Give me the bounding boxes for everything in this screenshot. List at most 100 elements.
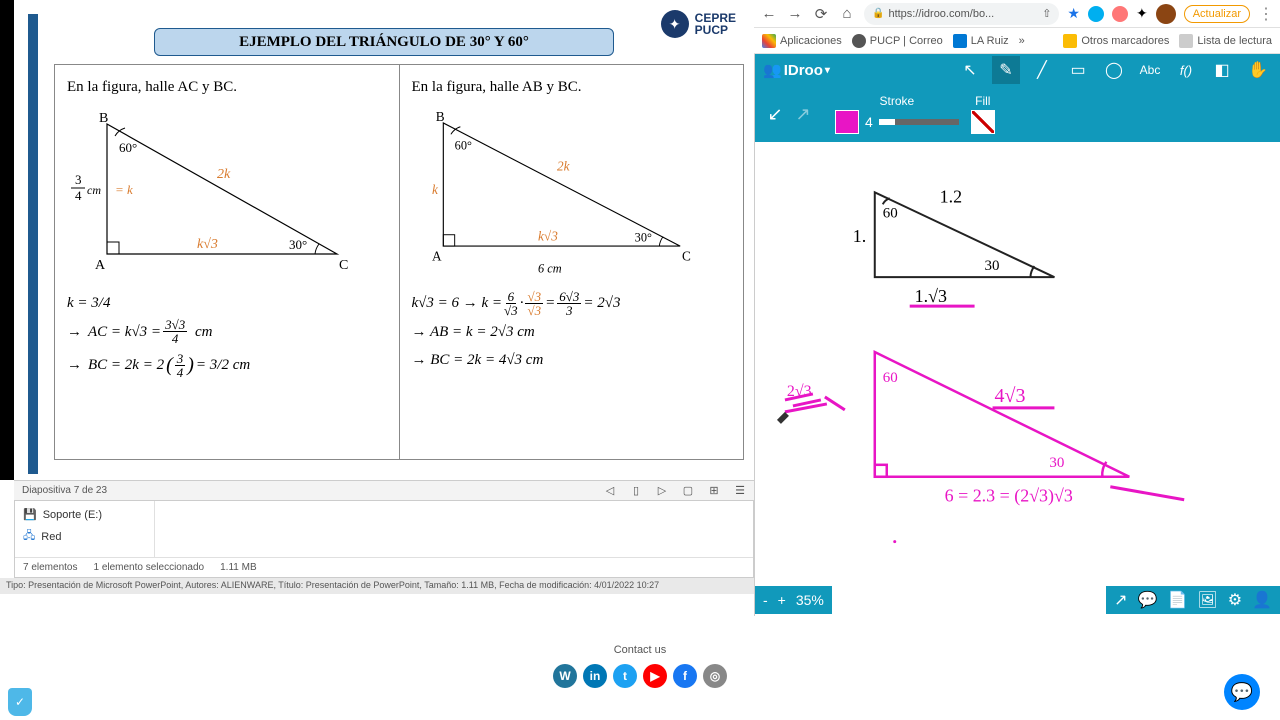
chat-icon[interactable]: 💬 xyxy=(1138,590,1158,610)
skype-ext-icon[interactable] xyxy=(1088,6,1104,22)
svg-text:60: 60 xyxy=(883,205,898,221)
line-tool[interactable]: ╱ xyxy=(1028,56,1056,84)
pan-tool[interactable]: ✋ xyxy=(1244,56,1272,84)
selected-size: 1.11 MB xyxy=(220,562,257,573)
element-count: 7 elementos xyxy=(23,562,77,573)
triangle-left: B A C 60° 30° 3 4 cm = k 2k k√3 xyxy=(67,104,357,284)
example-left: En la figura, halle AC y BC. B A C 60° 3… xyxy=(55,65,400,459)
slide-stripe xyxy=(28,14,38,474)
prompt-left: En la figura, halle AC y BC. xyxy=(67,79,387,96)
fill-label: Fill xyxy=(971,94,995,108)
redo-button[interactable]: ↗ xyxy=(791,102,815,126)
zoom-value: 35% xyxy=(796,592,824,608)
idroo-tools-row: 👥IDroo ▾ ↖ ✎ ╱ ▭ ◯ Abc f() ◧ ✋ xyxy=(755,54,1280,86)
svg-text:A: A xyxy=(95,258,106,273)
undo-button[interactable]: ↙ xyxy=(763,102,787,126)
bookmark-bar: Aplicaciones PUCP | Correo LA Ruiz » Otr… xyxy=(754,28,1280,54)
extensions-icon[interactable]: ✦ xyxy=(1136,5,1148,22)
selected-count: 1 elemento seleccionado xyxy=(93,562,204,573)
svg-text:B: B xyxy=(435,109,444,124)
reading-view-icon[interactable]: ☰ xyxy=(734,485,746,497)
svg-text:60°: 60° xyxy=(119,140,137,155)
lock-icon: 🔒 xyxy=(872,8,884,19)
home-button[interactable]: ⌂ xyxy=(838,5,856,23)
stroke-color-swatch[interactable] xyxy=(835,110,859,134)
apps-bookmark[interactable]: Aplicaciones xyxy=(762,34,842,48)
image-icon[interactable]: 🖼 xyxy=(1197,590,1217,610)
pucp-bookmark[interactable]: PUCP | Correo xyxy=(852,34,943,48)
formula-tool[interactable]: f() xyxy=(1172,56,1200,84)
svg-text:60: 60 xyxy=(883,370,898,386)
eraser-tool[interactable]: ◧ xyxy=(1208,56,1236,84)
reading-list[interactable]: Lista de lectura xyxy=(1179,34,1272,48)
settings-icon[interactable]: ⚙ xyxy=(1228,590,1242,610)
facebook-icon[interactable]: f xyxy=(673,664,697,688)
idroo-logo[interactable]: 👥IDroo ▾ xyxy=(763,61,830,79)
explorer-tree: 💾Soporte (E:) 🖧Red xyxy=(15,501,155,557)
stroke-controls: Stroke 4 xyxy=(835,94,959,134)
linkedin-icon[interactable]: in xyxy=(583,664,607,688)
update-button[interactable]: Actualizar xyxy=(1184,5,1250,23)
ellipse-tool[interactable]: ◯ xyxy=(1100,56,1128,84)
pen-tool[interactable]: ✎ xyxy=(992,56,1020,84)
social-icons: W in t ▶ f ◎ xyxy=(0,664,1280,688)
notes-icon[interactable]: ▯ xyxy=(630,485,642,497)
idroo-actions: ↗ 💬 📄 🖼 ⚙ 👤 xyxy=(1106,586,1280,614)
cepre-pucp-logo: ✦ CEPREPUCP xyxy=(661,10,736,38)
laruiz-bookmark[interactable]: LA Ruiz xyxy=(953,34,1009,48)
ext-icon-2[interactable] xyxy=(1112,6,1128,22)
svg-text:B: B xyxy=(99,111,108,126)
twitter-icon[interactable]: t xyxy=(613,664,637,688)
profile-avatar[interactable] xyxy=(1156,4,1176,24)
zoom-in-button[interactable]: + xyxy=(778,592,786,608)
svg-text:k√3: k√3 xyxy=(197,237,218,252)
shield-icon[interactable]: ✓ xyxy=(8,688,32,716)
reload-button[interactable]: ⟳ xyxy=(812,5,830,23)
idroo-canvas[interactable]: 60 1.2 1. 30 1.√3 60 2√3 4√3 30 6 = 2.3 … xyxy=(755,142,1280,584)
fill-swatch[interactable] xyxy=(971,110,995,134)
logo-icon: ✦ xyxy=(661,10,689,38)
more-bookmarks[interactable]: » xyxy=(1019,35,1025,47)
prompt-right: En la figura, halle AB y BC. xyxy=(412,79,732,96)
other-bookmarks[interactable]: Otros marcadores xyxy=(1063,34,1169,48)
svg-text:C: C xyxy=(682,248,691,263)
pointer-tool[interactable]: ↖ xyxy=(956,56,984,84)
next-slide-icon[interactable]: ▷ xyxy=(656,485,668,497)
doc-icon[interactable]: 📄 xyxy=(1168,590,1188,610)
menu-icon[interactable]: ⋮ xyxy=(1258,4,1274,24)
chat-bubble-button[interactable]: 💬 xyxy=(1224,674,1260,710)
back-button[interactable]: ← xyxy=(760,5,778,23)
stroke-width-slider[interactable] xyxy=(879,119,959,125)
drive-item[interactable]: 💾Soporte (E:) xyxy=(23,505,146,524)
svg-text:30: 30 xyxy=(1049,455,1064,471)
slide-counter: Diapositiva 7 de 23 xyxy=(22,485,107,496)
drive-icon: 💾 xyxy=(23,508,37,521)
forward-button[interactable]: → xyxy=(786,5,804,23)
logo-text: CEPREPUCP xyxy=(695,12,736,36)
rect-tool[interactable]: ▭ xyxy=(1064,56,1092,84)
instagram-icon[interactable]: ◎ xyxy=(703,664,727,688)
stroke-label: Stroke xyxy=(835,94,959,108)
user-icon[interactable]: 👤 xyxy=(1252,590,1272,610)
network-item[interactable]: 🖧Red xyxy=(23,524,146,549)
text-tool[interactable]: Abc xyxy=(1136,56,1164,84)
bookmark-star-icon[interactable]: ★ xyxy=(1067,5,1080,22)
svg-text:30: 30 xyxy=(985,258,1000,274)
zoom-out-button[interactable]: - xyxy=(763,592,768,608)
triangle-right: B A C 60° 30° k 2k k√3 6 cm xyxy=(412,104,702,284)
wordpress-icon[interactable]: W xyxy=(553,664,577,688)
prev-slide-icon[interactable]: ◁ xyxy=(604,485,616,497)
file-explorer: 💾Soporte (E:) 🖧Red 7 elementos 1 element… xyxy=(14,500,754,578)
url-bar[interactable]: 🔒 https://idroo.com/bo... ⇧ xyxy=(864,3,1059,25)
idroo-bottom-bar: - + 35% ↗ 💬 📄 🖼 ⚙ 👤 xyxy=(755,584,1280,616)
youtube-icon[interactable]: ▶ xyxy=(643,664,667,688)
ppt-status-bar: Diapositiva 7 de 23 ◁ ▯ ▷ ▢ ⊞ ☰ xyxy=(14,480,754,500)
svg-text:k√3: k√3 xyxy=(538,228,558,243)
share-icon[interactable]: ↗ xyxy=(1114,590,1127,610)
svg-text:1.√3: 1.√3 xyxy=(915,286,947,306)
slide: ✦ CEPREPUCP EJEMPLO DEL TRIÁNGULO DE 30°… xyxy=(14,0,754,480)
share-icon[interactable]: ⇧ xyxy=(1042,7,1051,20)
svg-text:6 = 2.3 = (2√3)√3: 6 = 2.3 = (2√3)√3 xyxy=(945,486,1073,507)
normal-view-icon[interactable]: ▢ xyxy=(682,485,694,497)
sorter-view-icon[interactable]: ⊞ xyxy=(708,485,720,497)
